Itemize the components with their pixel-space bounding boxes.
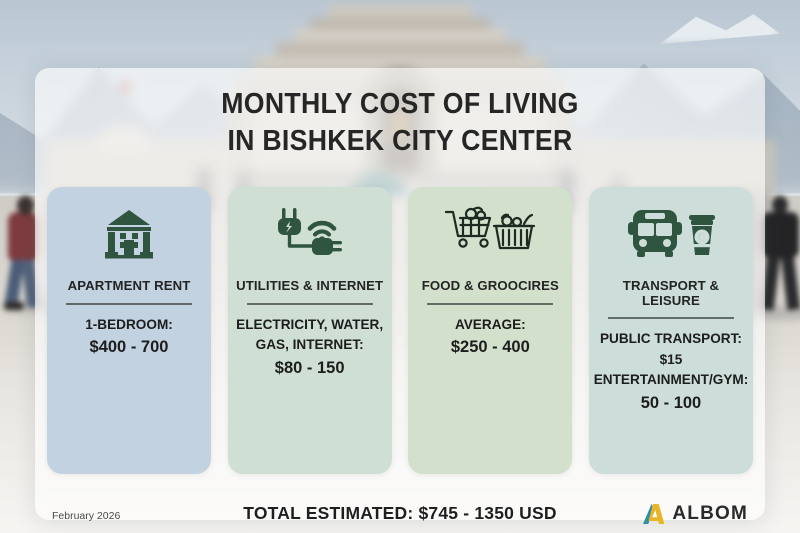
card-utilities-internet[interactable]: UTILITIES & INTERNET ELECTRICITY, WATER,… (227, 187, 392, 474)
card-food-groceries[interactable]: FOOD & GROOCIRES AVERAGE: $250 - 400 (408, 187, 573, 474)
shopping-cart-basket-icon (445, 206, 536, 250)
card-body: PUBLIC TRANSPORT: $15 ENTERTAINMENT/GYM:… (587, 329, 756, 416)
card-caption: APARTMENT RENT (67, 278, 191, 293)
albom-a-mark-icon (643, 504, 665, 524)
card-icon-group (267, 187, 353, 279)
card-transport-leisure[interactable]: TRANSPORT & LEISURE PUBLIC TRANSPORT: $1… (587, 187, 756, 474)
card-divider (427, 302, 554, 305)
card-icon-group (444, 187, 536, 279)
card-line: 1-BEDROOM: (85, 316, 173, 332)
card-body: 1-BEDROOM: $400 - 700 (78, 315, 180, 361)
card-line: GAS, INTERNET: (255, 337, 364, 353)
title-line-2: IN BISHKEK CITY CENTER (227, 125, 573, 158)
card-body: AVERAGE: $250 - 400 (444, 315, 537, 361)
cost-category-cards: APARTMENT RENT 1-BEDROOM: $400 - 700 (47, 187, 753, 474)
card-line: $80 - 150 (274, 358, 345, 377)
card-line: $250 - 400 (450, 338, 530, 357)
card-line: ENTERTAINMENT/GYM: (593, 372, 749, 388)
card-icon-group (101, 187, 157, 279)
card-line: 50 - 100 (640, 394, 702, 412)
card-apartment-rent[interactable]: APARTMENT RENT 1-BEDROOM: $400 - 700 (47, 187, 211, 474)
card-divider (66, 302, 192, 305)
card-caption: UTILITIES & INTERNET (236, 278, 384, 293)
government-building-icon (105, 210, 153, 259)
total-estimated-label: TOTAL ESTIMATED: $745 - 1350 USD (243, 503, 557, 523)
card-line: PUBLIC TRANSPORT: $15 (599, 331, 742, 367)
card-body: ELECTRICITY, WATER, GAS, INTERNET: $80 -… (229, 315, 390, 381)
card-divider (607, 317, 734, 320)
title-line-1: MONTHLY COST OF LIVING (221, 88, 579, 120)
card-caption: TRANSPORT & LEISURE (622, 278, 720, 308)
card-icon-group (623, 187, 719, 279)
card-caption: FOOD & GROOCIRES (421, 278, 559, 293)
card-line: AVERAGE: (454, 316, 526, 332)
plug-wifi-icon (277, 208, 342, 255)
card-line: $400 - 700 (89, 338, 169, 357)
bus-coffee-icon (627, 210, 715, 257)
albom-logo-text: ALBOM (672, 503, 748, 524)
card-divider (246, 302, 373, 305)
card-line: ELECTRICITY, WATER, (236, 316, 384, 332)
albom-logo[interactable]: ALBOM (642, 503, 748, 525)
page-title: MONTHLY COST OF LIVING IN BISHKEK CITY C… (32, 86, 768, 160)
publication-date: February 2026 (52, 510, 121, 522)
